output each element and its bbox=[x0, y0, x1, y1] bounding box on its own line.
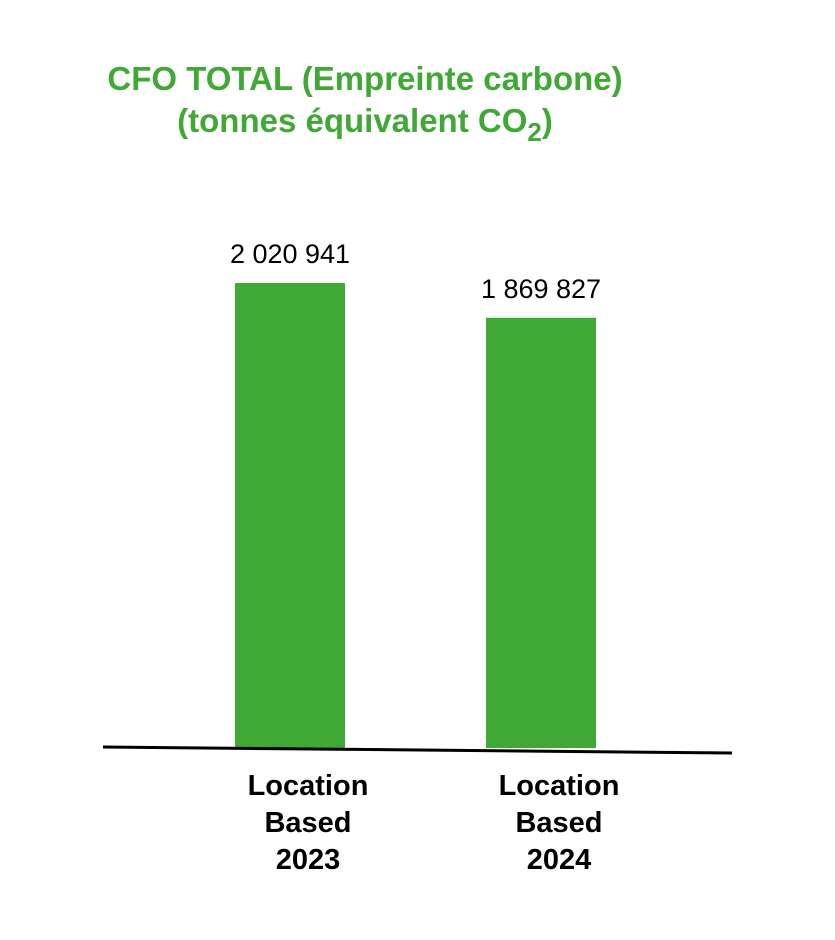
data-label-0: 2 020 941 bbox=[230, 239, 350, 269]
chart-title-line-2-prefix: (tonnes équivalent CO bbox=[177, 102, 528, 139]
category-label-0-line-1: Based bbox=[264, 807, 352, 839]
category-label-0-line-0: Location bbox=[247, 770, 369, 802]
category-label-0: Location Based 2023 bbox=[208, 768, 408, 879]
data-label-1: 1 869 827 bbox=[481, 274, 601, 304]
category-label-1: Location Based 2024 bbox=[459, 768, 659, 879]
chart-title-subscript: 2 bbox=[527, 117, 542, 147]
chart-title: CFO TOTAL (Empreinte carbone) (tonnes éq… bbox=[0, 58, 730, 145]
category-label-1-line-0: Location bbox=[498, 770, 620, 802]
bar-1 bbox=[486, 317, 596, 748]
bar-0 bbox=[235, 283, 345, 748]
category-label-0-line-2: 2023 bbox=[275, 844, 341, 876]
chart-title-line-2: (tonnes équivalent CO2) bbox=[0, 100, 730, 145]
chart-title-line-2-suffix: ) bbox=[541, 102, 553, 139]
category-label-1-line-2: 2024 bbox=[526, 844, 592, 876]
x-axis-line bbox=[102, 745, 733, 755]
chart-title-line-1: CFO TOTAL (Empreinte carbone) bbox=[107, 60, 623, 97]
category-label-1-line-1: Based bbox=[515, 807, 603, 839]
